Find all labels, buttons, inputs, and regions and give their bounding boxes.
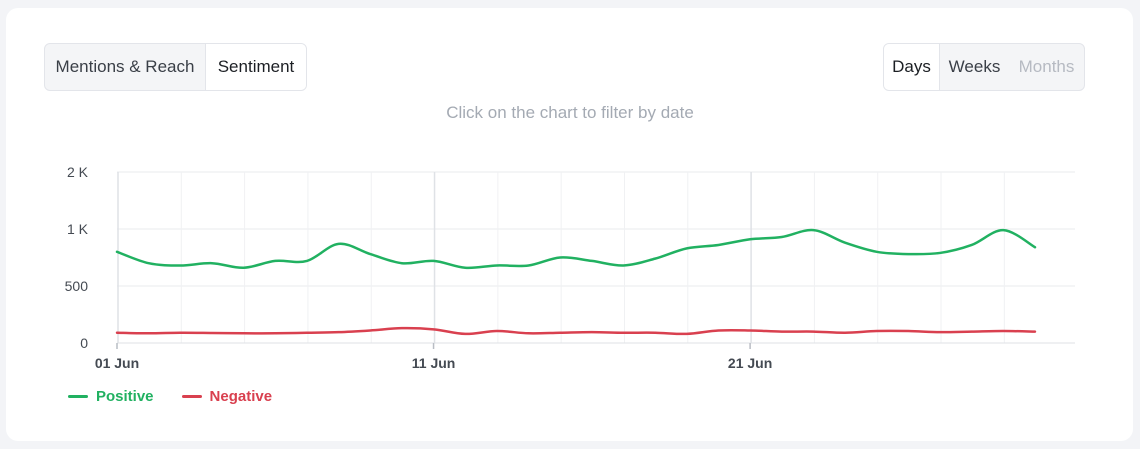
legend-item-negative[interactable]: Negative [181, 388, 273, 405]
tab-weeks[interactable]: Weeks [948, 57, 1001, 76]
y-tick-label: 0 [80, 335, 88, 351]
legend-label-positive: Positive [96, 388, 154, 405]
tab-mentions-reach[interactable]: Mentions & Reach [55, 57, 195, 76]
x-tick-label: 11 Jun [412, 355, 456, 371]
legend-item-positive[interactable]: Positive [68, 388, 154, 405]
x-axis: 01 Jun 11 Jun 21 Jun [95, 342, 1075, 371]
chart-series [115, 228, 1037, 336]
tab-months: Months [1018, 57, 1075, 76]
chart-legend: Positive Negative [68, 388, 272, 405]
period-tab-group: Days Weeks Months [883, 43, 1085, 91]
metric-tab-group: Mentions & Reach Sentiment [44, 43, 307, 91]
y-tick-label: 500 [65, 278, 89, 294]
chart-grid [117, 171, 1075, 344]
legend-swatch-negative [181, 395, 202, 398]
series-line-positive[interactable] [115, 228, 1037, 270]
x-tick-label: 01 Jun [95, 355, 139, 371]
y-axis: 0 500 1 K 2 K [65, 164, 89, 351]
series-line-negative[interactable] [115, 326, 1037, 336]
legend-swatch-positive [68, 395, 88, 398]
tab-sentiment[interactable]: Sentiment [205, 44, 306, 90]
x-tick-label: 21 Jun [728, 355, 772, 371]
legend-label-negative: Negative [209, 388, 273, 405]
y-tick-label: 2 K [67, 164, 89, 180]
y-tick-label: 1 K [67, 221, 89, 237]
chart-filter-hint: Click on the chart to filter by date [446, 103, 694, 122]
tab-days[interactable]: Days [884, 44, 940, 90]
